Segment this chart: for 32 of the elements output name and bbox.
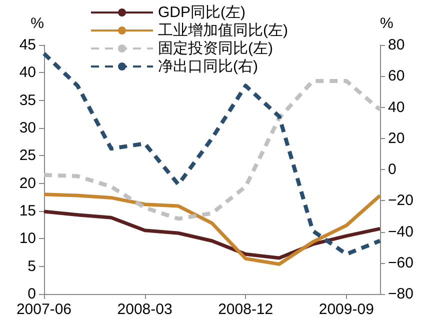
x-tick-label: 2008-03: [117, 301, 172, 318]
y2-tick-label: −80: [388, 286, 414, 302]
y2-tick-label: −60: [388, 254, 414, 272]
line-series: [42, 210, 382, 260]
y-tick-label: 45: [19, 36, 36, 54]
x-tick-label: 2008-12: [218, 301, 274, 318]
y2-tick-label: 60: [388, 68, 405, 85]
x-tick-label: 2007-06: [16, 301, 72, 318]
y2-tick-label: 40: [388, 98, 405, 116]
y2-tick-label: 0: [388, 161, 396, 178]
y-tick-label: 15: [19, 202, 36, 220]
legend-label: GDP同比(左): [158, 4, 246, 21]
y-tick-label: 25: [19, 147, 36, 164]
y2-tick-label: 20: [388, 130, 405, 147]
legend-label: 净出口同比(右): [158, 58, 258, 75]
legend-label: 工业增加值同比(左): [158, 22, 288, 39]
y-tick-label: 0: [28, 286, 36, 302]
line-series: [42, 78, 382, 221]
y2-tick-label: −20: [388, 192, 414, 210]
y-tick-label: 30: [19, 120, 36, 136]
x-tick-label: 2009-09: [318, 301, 374, 318]
y-tick-label: 35: [19, 92, 36, 109]
line-series: [42, 192, 382, 266]
legend-label: 固定投资同比(左): [158, 40, 273, 57]
y-tick-label: 10: [19, 230, 36, 248]
y2-tick-label: 80: [388, 36, 405, 54]
y2-axis-title: %: [380, 15, 394, 32]
y-tick-label: 40: [19, 64, 36, 82]
y2-tick-label: −40: [388, 223, 414, 240]
y-axis-title: %: [30, 15, 44, 32]
y-tick-label: 5: [28, 258, 36, 275]
y-tick-label: 20: [19, 174, 36, 192]
